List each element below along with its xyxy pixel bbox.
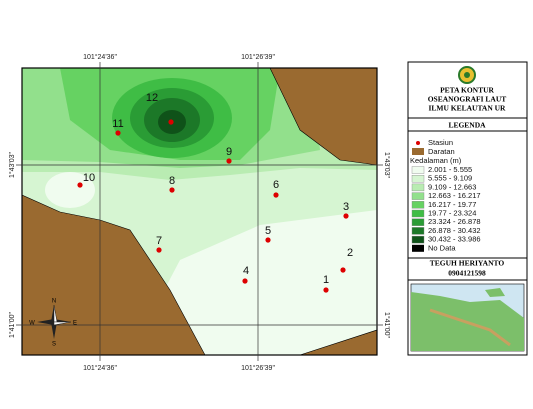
land bbox=[299, 329, 377, 355]
coord-label: 101°24'36" bbox=[83, 53, 117, 61]
depth-swatch bbox=[411, 235, 425, 244]
author-box bbox=[407, 257, 528, 281]
author: TEGUH HERIYANTO bbox=[430, 259, 505, 268]
depth-label: 26.878 - 30.432 bbox=[428, 226, 481, 235]
inset-map bbox=[410, 283, 525, 352]
legend-title: OSEANOGRAFI LAUT bbox=[428, 95, 507, 104]
station bbox=[343, 213, 349, 219]
coord-label: 101°24'36" bbox=[83, 364, 117, 372]
land bbox=[22, 194, 206, 355]
legend-label: Kedalaman (m) bbox=[410, 156, 462, 165]
station bbox=[115, 130, 121, 136]
station bbox=[242, 278, 248, 284]
contour bbox=[130, 210, 377, 355]
legend-label: Stasiun bbox=[428, 138, 453, 147]
compass-n: N bbox=[52, 299, 56, 305]
station bbox=[265, 237, 271, 243]
station-label: 2 bbox=[347, 247, 353, 259]
coord-label: 101°26'39" bbox=[241, 53, 275, 61]
depth-swatch bbox=[411, 227, 425, 235]
depth-swatch bbox=[411, 183, 425, 192]
grid bbox=[16, 62, 383, 361]
legend-title: ILMU KELAUTAN UR bbox=[429, 104, 507, 113]
depth-swatch bbox=[411, 209, 425, 218]
nodata-swatch bbox=[412, 244, 424, 252]
map-area bbox=[22, 68, 377, 355]
depth-label: 5.555 - 9.109 bbox=[428, 174, 472, 183]
station-label: 10 bbox=[83, 172, 95, 184]
depth-label: 19.77 - 23.324 bbox=[428, 208, 476, 217]
depth-swatch bbox=[411, 201, 425, 209]
compass-e: E bbox=[73, 321, 77, 327]
depth-label: 2.001 - 5.555 bbox=[428, 165, 472, 174]
depth-label: 12.663 - 16.217 bbox=[428, 191, 481, 200]
station bbox=[168, 119, 174, 125]
compass-w: W bbox=[29, 321, 35, 327]
title-box bbox=[407, 61, 528, 119]
station bbox=[156, 247, 162, 253]
coord-label: 1°41'00" bbox=[383, 312, 391, 339]
legend-title: PETA KONTUR bbox=[440, 86, 494, 95]
station bbox=[226, 158, 232, 164]
depth-swatch bbox=[411, 174, 425, 183]
station-label: 5 bbox=[265, 225, 271, 237]
compass-s: S bbox=[52, 342, 56, 348]
station-label: 4 bbox=[243, 265, 249, 277]
coord-label: 101°26'39" bbox=[241, 364, 275, 372]
coord-label: 1°43'03" bbox=[383, 152, 391, 179]
depth-label: 30.432 - 33.986 bbox=[428, 235, 481, 244]
station-label: 1 bbox=[323, 274, 329, 286]
depth-swatch bbox=[411, 192, 425, 200]
land bbox=[269, 68, 377, 166]
depth-label: No Data bbox=[428, 243, 456, 252]
depth-swatch bbox=[411, 218, 425, 226]
logo bbox=[458, 66, 476, 84]
depth-label: 9.109 - 12.663 bbox=[428, 182, 476, 191]
station-label: 7 bbox=[156, 235, 162, 247]
station-label: 9 bbox=[226, 146, 232, 158]
station-label: 8 bbox=[169, 175, 175, 187]
depth-label: 16.217 - 19.77 bbox=[428, 200, 476, 209]
station-label: 6 bbox=[273, 179, 279, 191]
compass: N S E W bbox=[29, 299, 77, 348]
station-label: 12 bbox=[146, 92, 158, 104]
depth-label: 23.324 - 26.878 bbox=[428, 217, 481, 226]
station bbox=[323, 287, 329, 293]
station bbox=[273, 192, 279, 198]
station bbox=[77, 182, 83, 188]
legend-panel: PETA KONTUR OSEANOGRAFI LAUT ILMU KELAUT… bbox=[407, 61, 528, 356]
legend-label: Daratan bbox=[428, 147, 455, 156]
author-id: 0904121598 bbox=[448, 269, 486, 278]
station-label: 11 bbox=[112, 118, 123, 130]
legend-heading: LEGENDA bbox=[448, 121, 486, 130]
station-label: 3 bbox=[343, 201, 349, 213]
station bbox=[169, 187, 175, 193]
station bbox=[340, 267, 346, 273]
land-swatch bbox=[412, 148, 424, 155]
depth-swatch bbox=[411, 166, 425, 174]
coord-label: 1°43'03" bbox=[8, 151, 16, 178]
coord-label: 1°41'00" bbox=[8, 311, 16, 338]
map-frame bbox=[21, 67, 378, 356]
contour bbox=[45, 172, 95, 208]
station-symbol bbox=[416, 141, 420, 145]
